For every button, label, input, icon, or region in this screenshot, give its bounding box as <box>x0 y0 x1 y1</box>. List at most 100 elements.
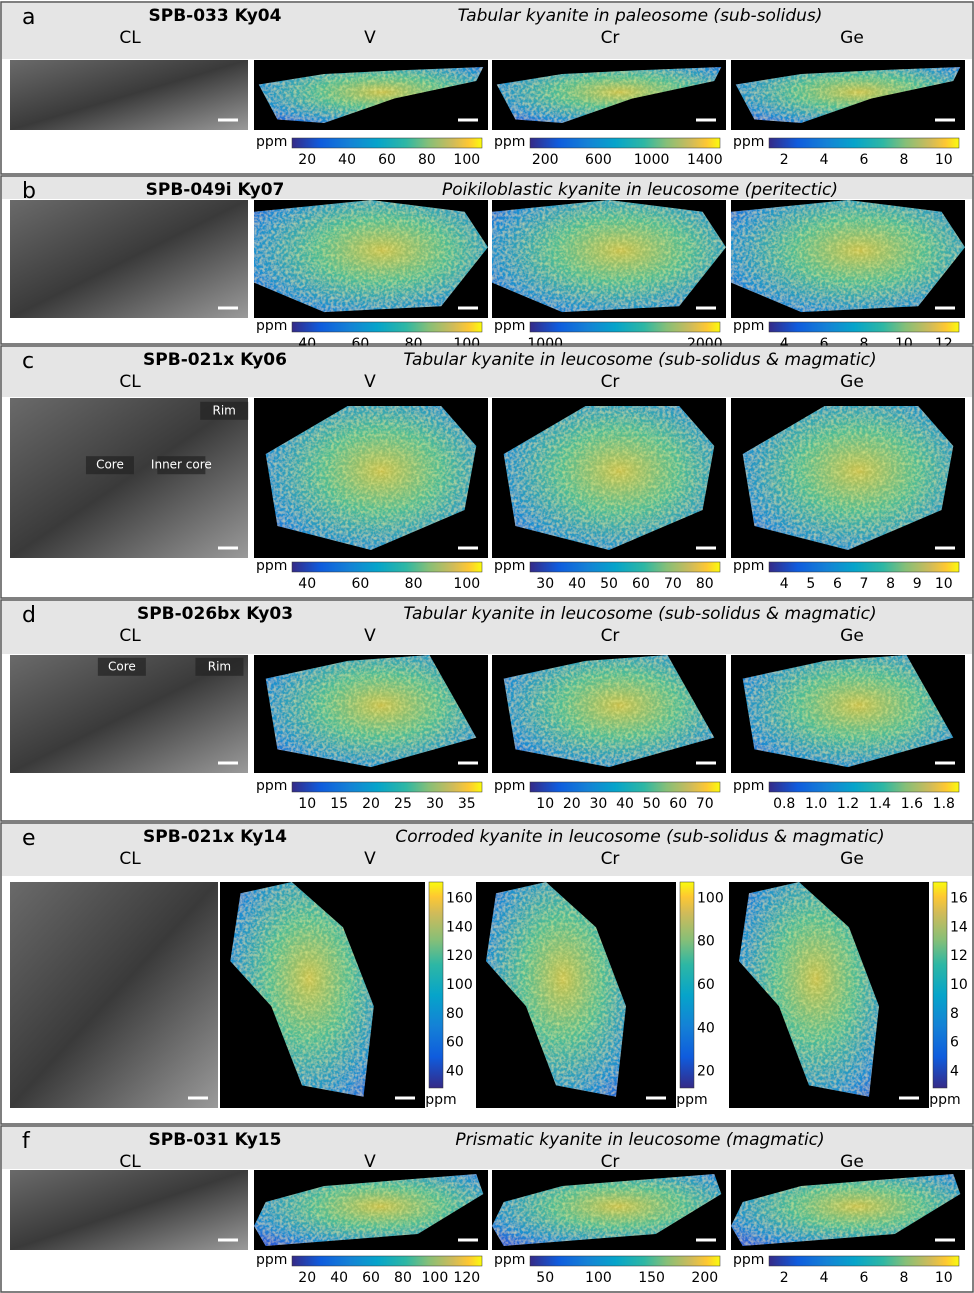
sample-id: SPB-049i Ky07 <box>146 180 285 200</box>
colorbar-unit: ppm <box>929 1092 960 1108</box>
annotation: Inner core <box>151 458 212 472</box>
colorbar-unit: ppm <box>494 778 525 794</box>
colorbar-tick-label: 50 <box>600 576 618 592</box>
colorbar-unit: ppm <box>256 1252 287 1268</box>
column-label: CL <box>119 849 141 869</box>
cl-image <box>10 398 248 558</box>
cl-image <box>10 60 248 130</box>
colorbar-tick-label: 40 <box>568 576 586 592</box>
colorbar-tick-label: 100 <box>446 977 473 993</box>
colorbar-tick-label: 100 <box>697 890 724 906</box>
colorbar-unit: ppm <box>494 558 525 574</box>
panel-letter: e <box>22 826 36 851</box>
colorbar-tick-label: 1000 <box>634 152 670 168</box>
sample-id: SPB-033 Ky04 <box>149 6 282 26</box>
colorbar-tick-label: 20 <box>362 796 380 812</box>
sample-id: SPB-021x Ky14 <box>143 827 287 847</box>
colorbar-tick-label: 120 <box>446 948 473 964</box>
cl-image <box>10 882 218 1108</box>
colorbar-tick-label: 1400 <box>687 152 723 168</box>
colorbar-tick-label: 30 <box>536 576 554 592</box>
colorbar-tick-label: 6 <box>860 1270 869 1286</box>
colorbar-tick-label: 1.6 <box>901 796 923 812</box>
colorbar-tick-label: 1.0 <box>805 796 827 812</box>
colorbar-tick-label: 12 <box>950 948 968 964</box>
colorbar-tick-label: 80 <box>394 1270 412 1286</box>
colorbar <box>769 322 959 332</box>
colorbar <box>530 1256 720 1266</box>
colorbar-tick-label: 30 <box>589 796 607 812</box>
colorbar-unit: ppm <box>256 778 287 794</box>
colorbar-tick-label: 4 <box>820 1270 829 1286</box>
column-label: Ge <box>840 1152 864 1172</box>
colorbar-tick-label: 80 <box>446 1006 464 1022</box>
colorbar-tick-label: 6 <box>860 152 869 168</box>
colorbar-tick-label: 30 <box>426 796 444 812</box>
colorbar-tick-label: 10 <box>935 152 953 168</box>
column-label: CL <box>119 372 141 392</box>
colorbar-tick-label: 70 <box>696 796 714 812</box>
colorbar <box>933 882 947 1088</box>
annotation: Rim <box>213 403 236 417</box>
colorbar-tick-label: 4 <box>780 576 789 592</box>
colorbar-tick-label: 16 <box>950 890 968 906</box>
colorbar <box>292 782 482 792</box>
colorbar-tick-label: 100 <box>453 576 480 592</box>
colorbar-tick-label: 140 <box>446 919 473 935</box>
colorbar-tick-label: 5 <box>806 576 815 592</box>
colorbar-tick-label: 40 <box>338 152 356 168</box>
colorbar-tick-label: 100 <box>422 1270 449 1286</box>
colorbar-unit: ppm <box>733 778 764 794</box>
annotation: Rim <box>208 659 231 673</box>
column-label: V <box>364 28 376 48</box>
colorbar-unit: ppm <box>733 1252 764 1268</box>
colorbar-tick-label: 60 <box>697 977 715 993</box>
colorbar-tick-label: 35 <box>458 796 476 812</box>
panel: aSPB-033 Ky04Tabular kyanite in paleosom… <box>1 2 973 174</box>
column-label: CL <box>119 626 141 646</box>
column-label: CL <box>119 1152 141 1172</box>
colorbar-tick-label: 8 <box>950 1006 959 1022</box>
colorbar <box>530 138 720 148</box>
colorbar-tick-label: 20 <box>298 1270 316 1286</box>
colorbar-tick-label: 70 <box>664 576 682 592</box>
colorbar-tick-label: 7 <box>860 576 869 592</box>
description: Tabular kyanite in paleosome (sub-solidu… <box>458 6 823 26</box>
figure: aSPB-033 Ky04Tabular kyanite in paleosom… <box>0 0 974 1293</box>
cl-image <box>10 1170 248 1250</box>
annotation: Core <box>108 659 136 673</box>
description: Poikiloblastic kyanite in leucosome (per… <box>442 180 838 200</box>
colorbar <box>769 562 959 572</box>
column-label: Cr <box>601 28 620 48</box>
colorbar-tick-label: 4 <box>820 152 829 168</box>
sample-id: SPB-021x Ky06 <box>143 350 287 370</box>
colorbar-tick-label: 8 <box>899 152 908 168</box>
colorbar-tick-label: 0.8 <box>773 796 795 812</box>
colorbar-tick-label: 60 <box>632 576 650 592</box>
cl-image <box>10 200 248 318</box>
column-label: V <box>364 372 376 392</box>
colorbar-tick-label: 40 <box>616 796 634 812</box>
colorbar-unit: ppm <box>733 134 764 150</box>
colorbar-tick-label: 60 <box>669 796 687 812</box>
colorbar-tick-label: 200 <box>532 152 559 168</box>
description: Tabular kyanite in leucosome (sub-solidu… <box>403 350 876 370</box>
colorbar-tick-label: 14 <box>950 919 968 935</box>
colorbar-tick-label: 160 <box>446 890 473 906</box>
colorbar-tick-label: 50 <box>643 796 661 812</box>
column-label: Cr <box>601 372 620 392</box>
column-label: V <box>364 626 376 646</box>
colorbar-tick-label: 100 <box>585 1270 612 1286</box>
colorbar-unit: ppm <box>676 1092 707 1108</box>
colorbar-unit: ppm <box>494 1252 525 1268</box>
colorbar-tick-label: 50 <box>536 1270 554 1286</box>
colorbar-tick-label: 20 <box>563 796 581 812</box>
column-label: Ge <box>840 372 864 392</box>
description: Corroded kyanite in leucosome (sub-solid… <box>395 827 884 847</box>
colorbar-tick-label: 150 <box>638 1270 665 1286</box>
colorbar-tick-label: 9 <box>913 576 922 592</box>
colorbar-tick-label: 20 <box>697 1064 715 1080</box>
panel-letter: d <box>22 603 36 628</box>
colorbar-tick-label: 100 <box>453 152 480 168</box>
